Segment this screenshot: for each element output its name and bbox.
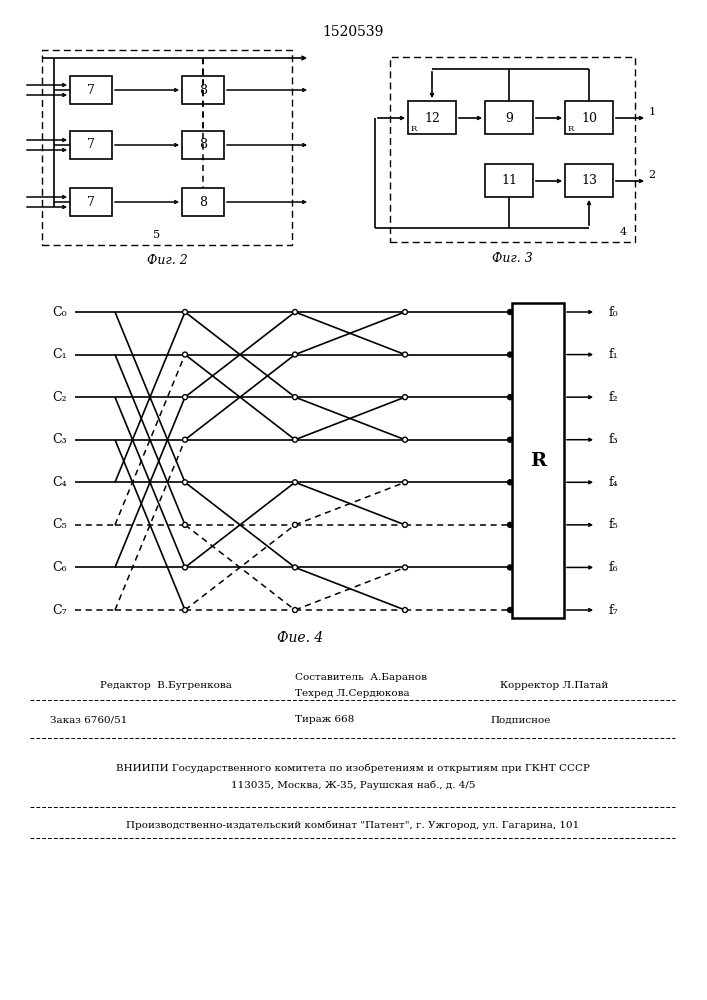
Bar	[390, 57, 635, 242]
Circle shape	[293, 607, 298, 612]
Bar	[565, 164, 613, 197]
Bar	[408, 101, 456, 134]
Circle shape	[293, 522, 298, 527]
Bar	[512, 303, 564, 618]
Circle shape	[182, 310, 187, 314]
Circle shape	[293, 480, 298, 485]
Text: f₆: f₆	[609, 561, 619, 574]
Text: 4: 4	[619, 227, 626, 237]
Text: C₀: C₀	[52, 306, 67, 318]
Text: Фиг. 3: Фиг. 3	[491, 251, 532, 264]
Circle shape	[402, 395, 407, 400]
Text: 2: 2	[648, 170, 655, 180]
Bar	[70, 76, 112, 104]
Circle shape	[182, 522, 187, 527]
Text: 9: 9	[505, 111, 513, 124]
Text: Заказ 6760/51: Заказ 6760/51	[50, 716, 127, 724]
Circle shape	[508, 437, 513, 442]
Bar	[485, 164, 533, 197]
Text: Составитель  А.Баранов: Составитель А.Баранов	[295, 672, 427, 682]
Text: Фиг. 2: Фиг. 2	[146, 254, 187, 267]
Bar	[485, 101, 533, 134]
Text: C₃: C₃	[52, 433, 67, 446]
Text: f₄: f₄	[609, 476, 619, 489]
Text: f₂: f₂	[609, 391, 619, 404]
Text: 12: 12	[424, 111, 440, 124]
Text: 1520539: 1520539	[322, 25, 384, 39]
Text: Фие. 4: Фие. 4	[277, 631, 323, 645]
Text: ВНИИПИ Государственного комитета по изобретениям и открытиям при ГКНТ СССР: ВНИИПИ Государственного комитета по изоб…	[116, 763, 590, 773]
Text: f₁: f₁	[609, 348, 619, 361]
Circle shape	[293, 310, 298, 314]
Circle shape	[182, 565, 187, 570]
Text: 13: 13	[581, 174, 597, 188]
Circle shape	[508, 480, 513, 485]
Text: 8: 8	[199, 196, 207, 209]
Text: C₁: C₁	[52, 348, 67, 361]
Bar	[182, 131, 224, 159]
Text: 7: 7	[87, 138, 95, 151]
Text: 5: 5	[153, 230, 160, 240]
Text: f₀: f₀	[609, 306, 619, 318]
Circle shape	[182, 607, 187, 612]
Circle shape	[508, 565, 513, 570]
Circle shape	[182, 480, 187, 485]
Circle shape	[402, 522, 407, 527]
Text: f₅: f₅	[609, 518, 619, 531]
Text: Подписное: Подписное	[490, 716, 550, 724]
Text: 8: 8	[199, 84, 207, 97]
Text: f₃: f₃	[609, 433, 619, 446]
Text: C₇: C₇	[52, 603, 67, 616]
Text: 7: 7	[87, 196, 95, 209]
Text: Техред Л.Сердюкова: Техред Л.Сердюкова	[295, 688, 409, 698]
Circle shape	[402, 480, 407, 485]
Bar	[565, 101, 613, 134]
Circle shape	[293, 352, 298, 357]
Circle shape	[402, 437, 407, 442]
Circle shape	[508, 522, 513, 527]
Circle shape	[508, 352, 513, 357]
Text: R: R	[568, 125, 574, 133]
Circle shape	[508, 607, 513, 612]
Bar	[182, 76, 224, 104]
Circle shape	[402, 352, 407, 357]
Text: f₇: f₇	[609, 603, 619, 616]
Text: R: R	[530, 452, 546, 470]
Text: C₅: C₅	[52, 518, 67, 531]
Bar	[70, 131, 112, 159]
Circle shape	[182, 395, 187, 400]
Bar	[70, 188, 112, 216]
Text: 11: 11	[501, 174, 517, 188]
Text: 7: 7	[87, 84, 95, 97]
Text: 1: 1	[648, 107, 655, 117]
Text: 113035, Москва, Ж-35, Раушская наб., д. 4/5: 113035, Москва, Ж-35, Раушская наб., д. …	[230, 780, 475, 790]
Text: Производственно-издательский комбинат "Патент", г. Ужгород, ул. Гагарина, 101: Производственно-издательский комбинат "П…	[127, 820, 580, 830]
Text: Редактор  В.Бугренкова: Редактор В.Бугренкова	[100, 680, 232, 690]
Text: R: R	[411, 125, 417, 133]
Text: Тираж 668: Тираж 668	[295, 716, 354, 724]
Bar	[182, 188, 224, 216]
Text: C₄: C₄	[52, 476, 67, 489]
Circle shape	[293, 565, 298, 570]
Circle shape	[402, 565, 407, 570]
Bar	[42, 50, 292, 245]
Circle shape	[182, 352, 187, 357]
Circle shape	[402, 607, 407, 612]
Text: C₂: C₂	[52, 391, 67, 404]
Text: C₆: C₆	[52, 561, 67, 574]
Circle shape	[293, 437, 298, 442]
Circle shape	[402, 310, 407, 314]
Text: 8: 8	[199, 138, 207, 151]
Circle shape	[182, 437, 187, 442]
Circle shape	[293, 395, 298, 400]
Circle shape	[508, 310, 513, 314]
Text: 10: 10	[581, 111, 597, 124]
Circle shape	[508, 395, 513, 400]
Text: Корректор Л.Патай: Корректор Л.Патай	[500, 680, 608, 690]
